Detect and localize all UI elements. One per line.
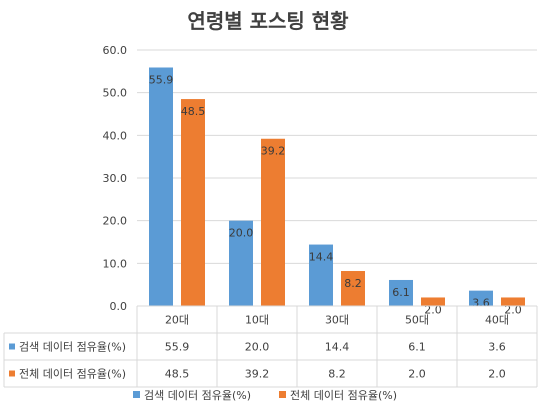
- x-tick-label: 30대: [325, 314, 349, 327]
- x-tick-label: 20대: [165, 314, 189, 327]
- data-label: 20.0: [229, 227, 254, 240]
- legend-key: [9, 370, 15, 377]
- data-label: 6.1: [392, 286, 410, 299]
- bar: [229, 220, 253, 306]
- table-cell: 55.9: [165, 341, 190, 354]
- data-label: 2.0: [424, 303, 442, 316]
- y-tick-label: 40.0: [103, 129, 128, 142]
- table-cell: 2.0: [488, 368, 506, 381]
- bar: [149, 67, 173, 306]
- table-cell: 20.0: [245, 341, 270, 354]
- bar: [389, 279, 413, 306]
- y-axis: 0.0 10.0 20.0 30.0 40.0 50.0 60.0: [103, 44, 128, 313]
- legend-item: 전체 데이터 점유율(%): [290, 389, 397, 402]
- data-label: 39.2: [261, 145, 286, 158]
- bar: [469, 290, 493, 306]
- data-label: 8.2: [344, 277, 362, 290]
- bar: [309, 244, 333, 306]
- y-tick-label: 30.0: [103, 172, 128, 185]
- x-tick-label: 40대: [485, 314, 509, 327]
- x-tick-label: 10대: [245, 314, 269, 327]
- legend: 검색 데이터 점유율(%) 전체 데이터 점유율(%): [133, 389, 397, 402]
- data-label: 48.5: [181, 105, 206, 118]
- series-name: 전체 데이터 점유율(%): [19, 368, 126, 381]
- table-cell: 3.6: [488, 341, 506, 354]
- bars: 55.9 20.0 14.4 6.1 3.6 48.5 39.2 8.2 2.0 2.0: [149, 67, 525, 316]
- bar: [421, 297, 445, 306]
- data-label: 55.9: [149, 73, 174, 86]
- y-tick-label: 50.0: [103, 87, 128, 100]
- table-cell: 6.1: [408, 341, 426, 354]
- data-label: 2.0: [504, 303, 522, 316]
- legend-key: [9, 343, 15, 350]
- table-cell: 2.0: [408, 368, 426, 381]
- table-cell: 48.5: [165, 368, 190, 381]
- table-cell: 14.4: [325, 341, 350, 354]
- bar: [341, 271, 365, 306]
- x-tick-label: 50대: [405, 314, 429, 327]
- y-tick-label: 0.0: [110, 300, 128, 313]
- bar: [501, 297, 525, 306]
- table-cell: 8.2: [328, 368, 346, 381]
- y-tick-label: 20.0: [103, 215, 128, 228]
- legend-swatch: [133, 391, 140, 398]
- legend-swatch: [279, 391, 286, 398]
- y-tick-label: 60.0: [103, 44, 128, 57]
- bar: [261, 138, 285, 306]
- y-tick-label: 10.0: [103, 257, 128, 270]
- legend-item: 검색 데이터 점유율(%): [144, 389, 251, 402]
- table-cell: 39.2: [245, 368, 270, 381]
- data-label: 3.6: [472, 297, 490, 310]
- data-label: 14.4: [309, 251, 334, 264]
- series-name: 검색 데이터 점유율(%): [19, 341, 126, 354]
- chart-title: 연령별 포스팅 현황: [187, 9, 349, 33]
- bar: [181, 99, 205, 306]
